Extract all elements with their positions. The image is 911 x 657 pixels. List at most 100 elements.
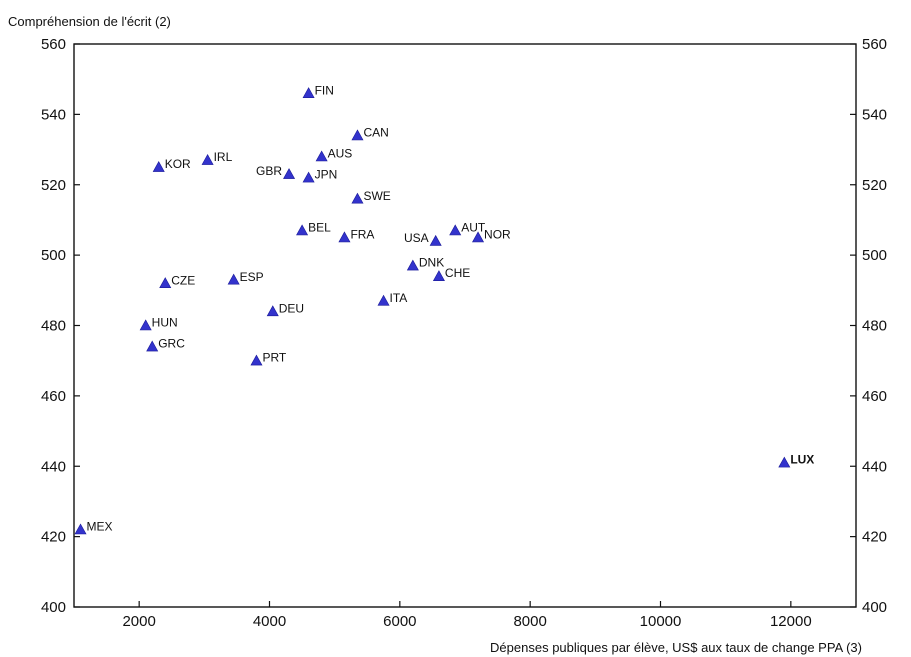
triangle-marker <box>429 234 442 246</box>
triangle-marker <box>432 270 445 281</box>
y-tick-label-right: 400 <box>862 599 887 616</box>
y-tick-label-left: 460 <box>41 388 66 405</box>
axis-ticks <box>74 43 856 608</box>
data-point-bel: BEL <box>296 220 331 236</box>
triangle-marker <box>146 340 159 352</box>
y-tick-label-left: 560 <box>41 36 66 53</box>
point-label-ita: ITA <box>390 291 408 305</box>
triangle-marker <box>201 154 214 165</box>
triangle-marker <box>338 231 351 243</box>
data-point-ita: ITA <box>377 291 408 306</box>
point-label-gbr: GBR <box>256 164 282 178</box>
triangle-marker <box>351 192 364 204</box>
data-point-deu: DEU <box>266 301 304 317</box>
point-label-dnk: DNK <box>419 256 444 270</box>
y-tick-label-right: 500 <box>862 247 887 264</box>
point-label-fra: FRA <box>350 228 374 242</box>
x-tick-label: 10000 <box>640 613 682 630</box>
y-tick-label-left: 420 <box>41 529 66 546</box>
data-point-nor: NOR <box>472 228 511 243</box>
y-tick-label-right: 560 <box>862 36 887 53</box>
triangle-marker <box>283 168 296 179</box>
point-label-cze: CZE <box>171 273 195 287</box>
data-point-jpn: JPN <box>302 168 338 183</box>
x-tick-label: 8000 <box>513 613 546 630</box>
triangle-marker <box>74 523 87 535</box>
data-point-swe: SWE <box>351 189 391 204</box>
point-label-aus: AUS <box>328 147 353 161</box>
x-tick-label: 4000 <box>253 613 286 630</box>
triangle-marker <box>351 129 364 141</box>
y-tick-label-left: 480 <box>41 318 66 335</box>
data-point-mex: MEX <box>74 520 113 535</box>
triangle-marker <box>302 87 315 98</box>
data-points: FIN CAN AUS IRL KOR GBR JPN SWE BEL AUT FRA NOR USA D… <box>74 83 814 535</box>
data-point-fra: FRA <box>338 228 374 243</box>
point-label-lux: LUX <box>790 453 814 467</box>
data-point-prt: PRT <box>250 351 287 366</box>
x-tick-label: 6000 <box>383 613 416 630</box>
point-label-prt: PRT <box>262 351 286 365</box>
triangle-marker <box>778 456 791 468</box>
data-point-lux: LUX <box>778 453 814 468</box>
y-tick-label-right: 460 <box>862 388 887 405</box>
y-tick-label-right: 520 <box>862 177 887 194</box>
point-label-kor: KOR <box>165 157 191 171</box>
point-label-aut: AUT <box>461 220 486 234</box>
y-tick-label-right: 420 <box>862 529 887 546</box>
triangle-marker <box>227 273 240 285</box>
x-tick-label: 2000 <box>122 613 155 630</box>
point-label-esp: ESP <box>240 270 264 284</box>
data-point-can: CAN <box>351 125 389 141</box>
y-tick-label-left: 540 <box>41 106 66 123</box>
point-label-grc: GRC <box>158 337 185 351</box>
tick-labels: 400 400 420 420 440 440 460 460 480 480 500 500 520 5… <box>41 36 887 630</box>
data-point-irl: IRL <box>201 150 233 165</box>
point-label-irl: IRL <box>214 150 233 164</box>
triangle-marker <box>406 259 419 271</box>
data-point-cze: CZE <box>159 273 195 288</box>
triangle-marker <box>449 224 462 236</box>
point-label-deu: DEU <box>279 301 304 315</box>
data-point-che: CHE <box>432 266 470 281</box>
data-point-kor: KOR <box>152 157 191 172</box>
data-point-aut: AUT <box>449 220 486 236</box>
y-tick-label-right: 540 <box>862 106 887 123</box>
data-point-grc: GRC <box>146 337 185 352</box>
data-point-gbr: GBR <box>256 164 296 179</box>
y-tick-label-left: 500 <box>41 247 66 264</box>
data-point-esp: ESP <box>227 270 264 285</box>
triangle-marker <box>139 319 152 331</box>
y-tick-label-right: 480 <box>862 318 887 335</box>
point-label-jpn: JPN <box>315 168 338 182</box>
triangle-marker <box>159 277 172 288</box>
triangle-marker <box>377 294 390 306</box>
triangle-marker <box>266 305 279 317</box>
triangle-marker <box>250 354 263 366</box>
point-label-bel: BEL <box>308 220 331 234</box>
y-tick-label-right: 440 <box>862 458 887 475</box>
data-point-fin: FIN <box>302 83 334 98</box>
data-point-usa: USA <box>404 231 442 246</box>
plot-area-frame <box>73 43 857 608</box>
triangle-marker <box>296 224 309 236</box>
y-tick-label-left: 440 <box>41 458 66 475</box>
data-point-hun: HUN <box>139 316 178 331</box>
point-label-nor: NOR <box>484 228 511 242</box>
point-label-swe: SWE <box>363 189 390 203</box>
data-point-aus: AUS <box>315 147 353 162</box>
x-tick-label: 12000 <box>770 613 812 630</box>
data-point-dnk: DNK <box>406 256 444 271</box>
point-label-hun: HUN <box>152 316 178 330</box>
triangle-marker <box>315 150 328 162</box>
point-label-che: CHE <box>445 266 470 280</box>
triangle-marker <box>472 231 485 243</box>
triangle-marker <box>302 171 315 183</box>
y-tick-label-left: 400 <box>41 599 66 616</box>
point-label-fin: FIN <box>315 83 334 97</box>
y-axis-title: Compréhension de l'écrit (2) <box>8 14 171 29</box>
x-axis-title: Dépenses publiques par élève, US$ aux ta… <box>490 640 862 655</box>
point-label-can: CAN <box>363 125 388 139</box>
point-label-mex: MEX <box>87 520 113 534</box>
